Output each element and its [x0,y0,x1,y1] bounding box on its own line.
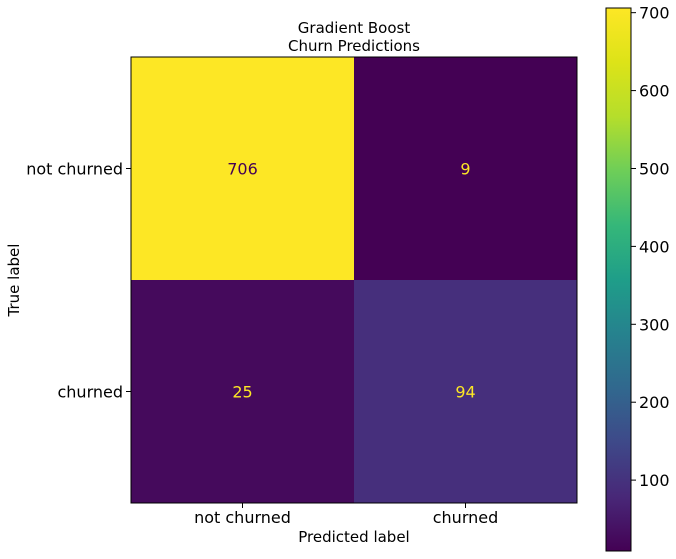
x-tick-label: churned [433,508,499,527]
plot-frame [130,56,578,504]
matrix-cell-0-1 [354,57,577,280]
cell-value-1-0: 25 [232,383,252,402]
x-axis-label: Predicted label [298,528,409,546]
cell-value-0-1: 9 [460,160,470,179]
matrix-cell-1-1 [354,280,577,503]
cell-value-1-1: 94 [455,383,475,402]
colorbar-tick-label: 200 [639,393,670,412]
y-tick-label: churned [57,383,123,402]
chart-title-line-1: Gradient Boost [298,19,411,37]
y-axis-label: True label [5,244,23,318]
colorbar-tick-label: 700 [639,4,670,23]
colorbar-tick-label: 300 [639,315,670,334]
matrix-cells [131,57,577,503]
colorbar-tick-label: 400 [639,237,670,256]
y-tick-label: not churned [26,160,123,179]
colorbar-tick-label: 500 [639,159,670,178]
colorbar-ticks: 100 200 300 400 500 600 700 [631,4,670,490]
matrix-cell-1-0 [131,280,354,503]
colorbar [605,7,632,552]
matrix-cell-0-0 [131,57,354,280]
cell-value-0-0: 706 [227,160,258,179]
chart-title-line-2: Churn Predictions [288,37,420,55]
colorbar-tick-label: 600 [639,82,670,101]
x-tick-label: not churned [194,508,291,527]
x-ticks: not churned churned [194,503,498,527]
matrix-cell-labels: 706 9 25 94 [227,160,475,402]
colorbar-tick-label: 100 [639,471,670,490]
y-ticks: not churned churned [26,160,131,402]
